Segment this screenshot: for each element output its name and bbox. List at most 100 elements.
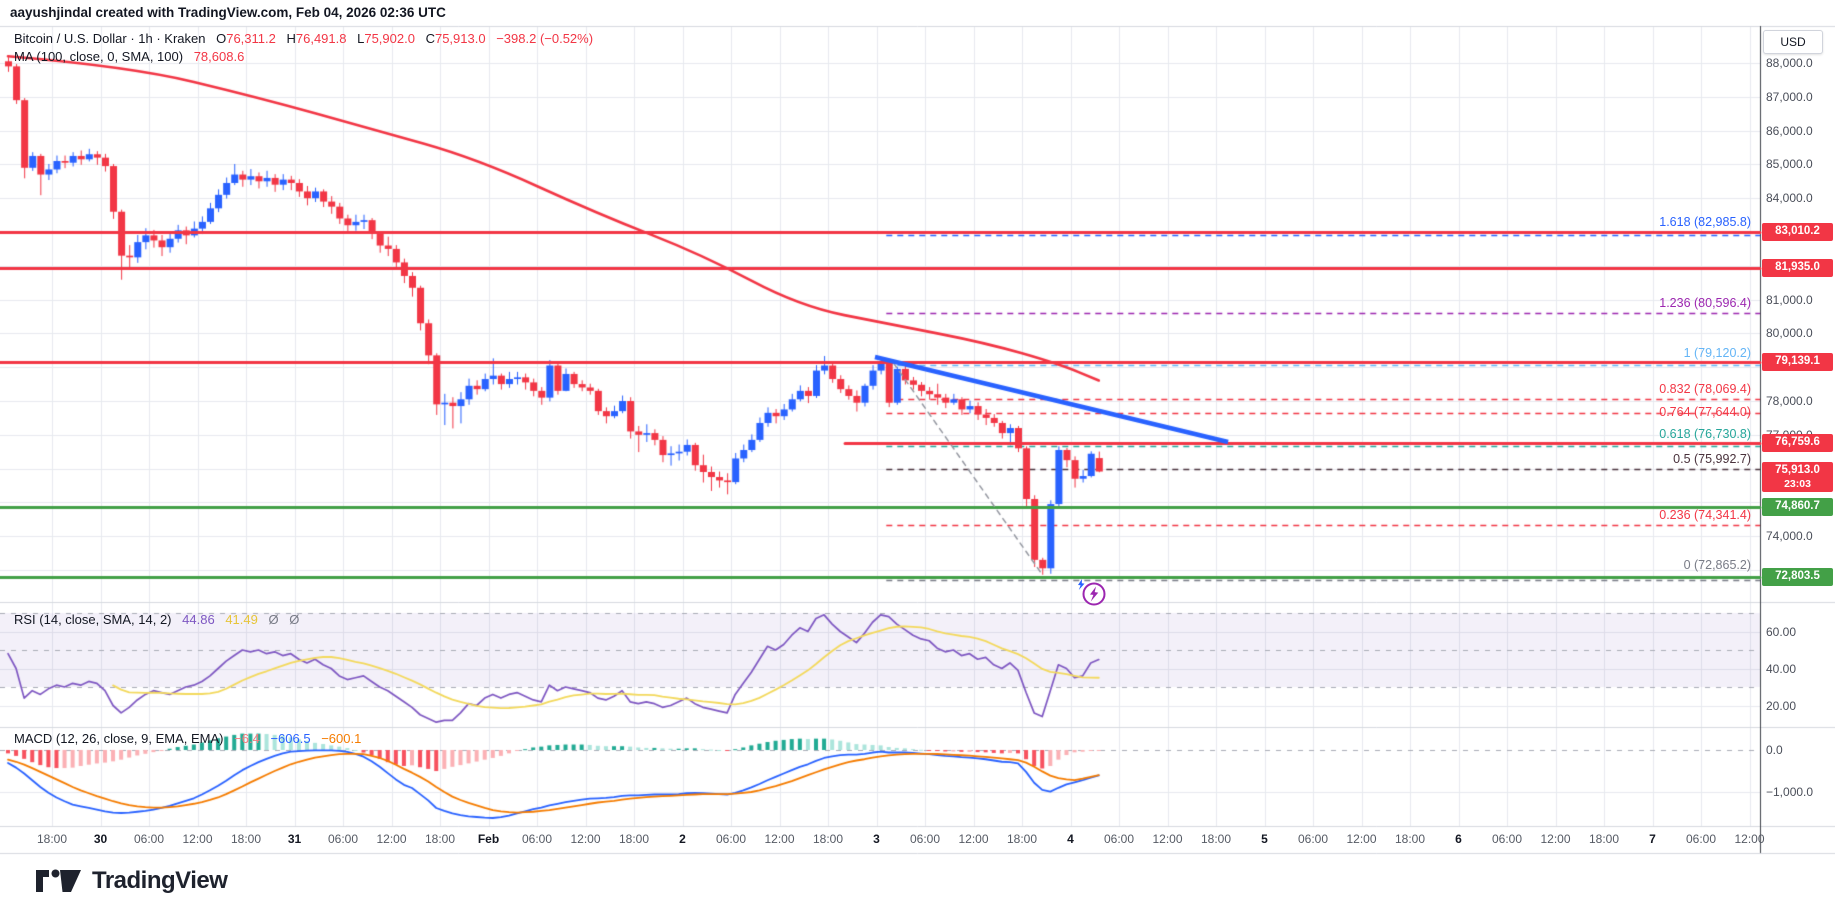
time-tick-label: 18:00 <box>1006 832 1038 846</box>
rsi-ma-value: 41.49 <box>225 612 258 627</box>
price-tick-label: 84,000.0 <box>1766 191 1813 206</box>
ohlc-close-value: 75,913.0 <box>434 31 486 46</box>
rsi-value: 44.86 <box>182 612 215 627</box>
price-badge-value: 81,935.0 <box>1775 260 1820 273</box>
currency-unit-button[interactable]: USD <box>1763 30 1823 54</box>
time-tick-label: 18:00 <box>1394 832 1426 846</box>
time-tick-label: 18:00 <box>230 832 262 846</box>
price-tick-label: 80,000.0 <box>1766 326 1813 341</box>
time-tick-label: 12:00 <box>958 832 989 846</box>
rsi-tick-label: 40.00 <box>1766 661 1797 676</box>
fib-level-label: 0.832 (78,069.4) <box>1659 381 1751 396</box>
rsi-tick-label: 20.00 <box>1766 698 1797 713</box>
price-badge: 74,860.7 <box>1762 498 1833 517</box>
fib-level-label: 0.5 (75,992.7) <box>1673 451 1751 466</box>
time-tick-label: 06:00 <box>1297 832 1329 846</box>
price-badge-value: 74,860.7 <box>1775 500 1820 513</box>
symbol-title: Bitcoin / U.S. Dollar · 1h · Kraken <box>14 31 206 46</box>
macd-hist-value: −6.4 <box>234 731 260 746</box>
time-tick-label: 06:00 <box>1491 832 1523 846</box>
time-tick-label: 12:00 <box>1540 832 1571 846</box>
macd-label: MACD (12, 26, close, 9, EMA, EMA) <box>14 731 224 746</box>
time-tick-label: 12:00 <box>764 832 795 846</box>
ohlc-open-value: 76,311.2 <box>226 31 276 46</box>
symbol-legend[interactable]: Bitcoin / U.S. Dollar · 1h · Kraken O76,… <box>14 31 593 46</box>
price-tick-label: 86,000.0 <box>1766 123 1813 138</box>
rsi-legend[interactable]: RSI (14, close, SMA, 14, 2) 44.86 41.49 … <box>14 612 299 627</box>
rsi-null-1: Ø <box>268 612 279 627</box>
macd-tick-label: 0.0 <box>1766 743 1783 757</box>
change-value: −398.2 (−0.52%) <box>496 31 594 46</box>
rsi-label: RSI (14, close, SMA, 14, 2) <box>14 612 172 627</box>
ma-legend[interactable]: MA (100, close, 0, SMA, 100) 78,608.6 <box>14 49 244 64</box>
price-badge-countdown: 23:03 <box>1784 477 1811 490</box>
fib-level-label: 1.236 (80,596.4) <box>1659 296 1751 311</box>
time-tick-label: 31 <box>287 832 302 846</box>
time-tick-label: 06:00 <box>909 832 941 846</box>
time-tick-label: 06:00 <box>327 832 359 846</box>
time-tick-label: 18:00 <box>1588 832 1620 846</box>
price-tick-label: 85,000.0 <box>1766 157 1813 172</box>
time-tick-label: 6 <box>1455 832 1462 846</box>
tradingview-wordmark: TradingView <box>92 867 228 894</box>
time-tick-label: 06:00 <box>521 832 553 846</box>
price-badge: 75,913.0 23:03 <box>1762 461 1833 492</box>
price-badge-value: 79,139.1 <box>1775 355 1820 368</box>
time-tick-label: 7 <box>1649 832 1656 846</box>
price-badge: 79,139.1 <box>1762 353 1833 372</box>
time-tick-label: 18:00 <box>424 832 456 846</box>
time-tick-label: 4 <box>1067 832 1074 846</box>
fib-level-label: 0 (72,865.2) <box>1683 557 1751 572</box>
price-tick-label: 81,000.0 <box>1766 292 1813 307</box>
time-tick-label: 12:00 <box>1734 832 1765 846</box>
time-tick-label: 06:00 <box>133 832 165 846</box>
lightning-marker-icon[interactable] <box>1076 576 1110 610</box>
time-tick-label: 06:00 <box>1685 832 1717 846</box>
time-tick-label: 12:00 <box>1346 832 1377 846</box>
price-badge-value: 76,759.6 <box>1775 435 1820 448</box>
time-tick-label: 30 <box>93 832 108 846</box>
time-tick-label: 2 <box>679 832 686 846</box>
time-tick-label: 18:00 <box>812 832 844 846</box>
rsi-tick-label: 60.00 <box>1766 624 1797 639</box>
price-tick-label: 87,000.0 <box>1766 89 1813 104</box>
macd-line-value: −606.5 <box>270 731 311 746</box>
tradingview-logo[interactable]: TradingView <box>36 867 228 895</box>
price-badge-value: 72,803.5 <box>1775 569 1820 582</box>
price-badge: 76,759.6 <box>1762 433 1833 452</box>
macd-legend[interactable]: MACD (12, 26, close, 9, EMA, EMA) −6.4 −… <box>14 731 361 746</box>
time-tick-label: 06:00 <box>1103 832 1135 846</box>
ma-label: MA (100, close, 0, SMA, 100) <box>14 49 184 64</box>
ohlc-low-value: 75,902.0 <box>364 31 415 46</box>
rsi-null-2: Ø <box>289 612 300 627</box>
time-tick-label: 12:00 <box>376 832 407 846</box>
price-tick-label: 78,000.0 <box>1766 394 1813 408</box>
ohlc-open-label: O <box>216 31 227 46</box>
time-tick-label: 3 <box>873 832 880 846</box>
price-badge-value: 83,010.2 <box>1775 224 1820 237</box>
time-tick-label: 5 <box>1261 832 1268 846</box>
price-tick-label: 74,000.0 <box>1766 529 1813 544</box>
fib-level-label: 0.618 (76,730.8) <box>1659 426 1751 441</box>
ohlc-high-value: 76,491.8 <box>295 31 347 46</box>
time-tick-label: 18:00 <box>618 832 650 846</box>
macd-tick-label: −1,000.0 <box>1766 785 1814 799</box>
time-tick-label: 12:00 <box>1152 832 1183 846</box>
price-badge-value: 75,913.0 <box>1775 463 1820 476</box>
macd-signal-value: −600.1 <box>321 731 362 746</box>
ohlc-low-label: L <box>357 31 365 46</box>
time-tick-label: 18:00 <box>1200 832 1232 846</box>
fib-level-label: 0.764 (77,644.0) <box>1659 405 1751 420</box>
ohlc-high-label: H <box>286 31 296 46</box>
fib-level-label: 0.236 (74,341.4) <box>1659 507 1751 522</box>
attribution-text: aayushjindal created with TradingView.co… <box>10 5 446 20</box>
fib-level-label: 1.618 (82,985.8) <box>1659 215 1751 230</box>
time-tick-label: 12:00 <box>570 832 601 846</box>
ohlc-close-label: C <box>425 31 435 46</box>
price-badge: 72,803.5 <box>1762 567 1833 586</box>
price-badge: 81,935.0 <box>1762 258 1833 277</box>
price-badge: 83,010.2 <box>1762 222 1833 241</box>
time-tick-label: 18:00 <box>36 832 68 846</box>
